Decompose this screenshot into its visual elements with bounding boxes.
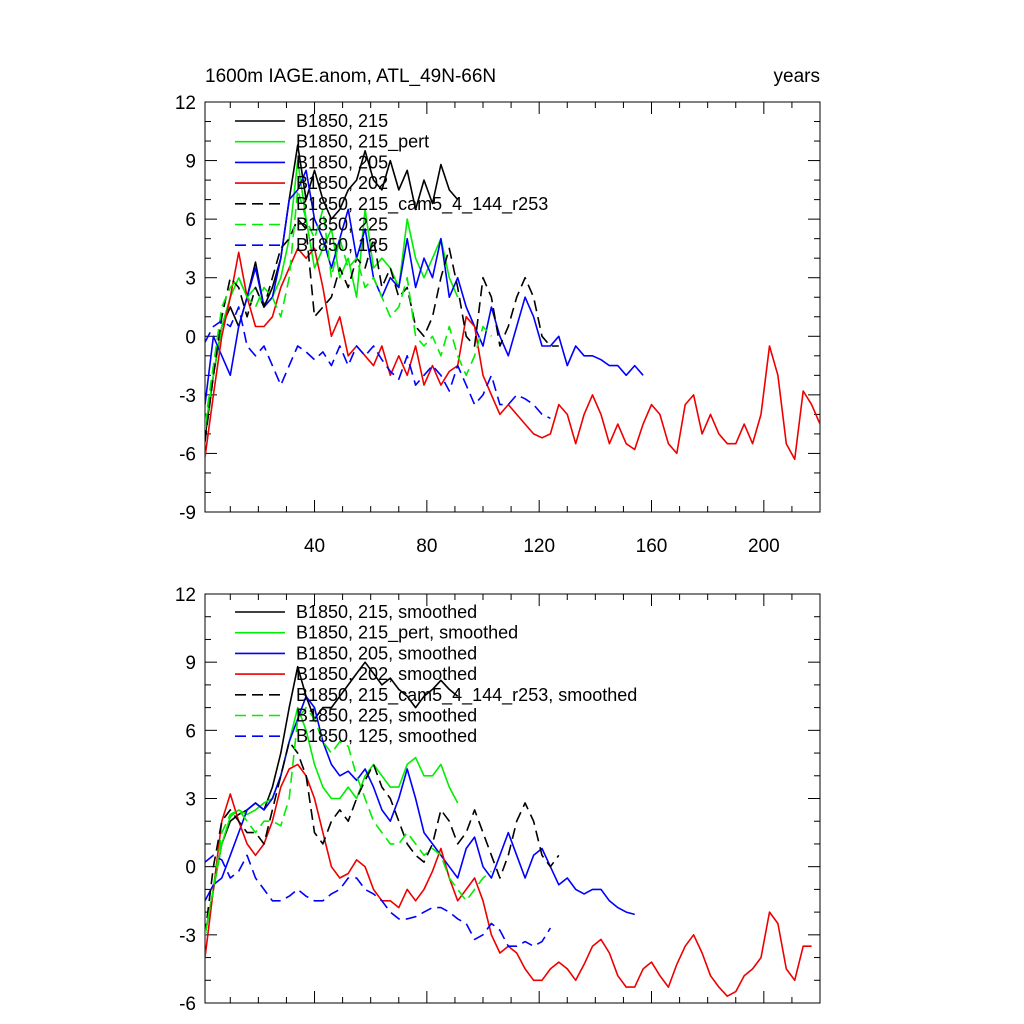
series-line-3 [205, 763, 812, 998]
legend-label: B1850, 125, smoothed [296, 726, 477, 746]
y-tick-label: -6 [179, 444, 196, 465]
series-line-6 [205, 306, 551, 420]
y-tick-label: 0 [185, 327, 196, 348]
y-tick-label: -3 [179, 926, 196, 947]
legend-label: B1850, 202, smoothed [296, 664, 477, 684]
y-tick-label: -3 [179, 386, 196, 407]
legend-label: B1850, 215_cam5_4_144_r253, smoothed [296, 685, 637, 706]
legend-label: B1850, 215_pert, smoothed [296, 623, 518, 644]
y-tick-label: 6 [185, 210, 196, 231]
legend-label: B1850, 215_cam5_4_144_r253 [296, 194, 548, 215]
series-line-3 [205, 247, 820, 461]
x-tick-label: 120 [523, 536, 555, 557]
legend-label: B1850, 215, smoothed [296, 602, 477, 622]
legend-label: B1850, 215 [296, 111, 388, 131]
series-line-2 [205, 695, 635, 916]
series-line-6 [205, 854, 552, 948]
legend-label: B1850, 205, smoothed [296, 643, 477, 663]
y-tick-label: 12 [175, 93, 196, 114]
chart-title: 1600m IAGE.anom, ATL_49N-66N [205, 66, 496, 87]
y-tick-label: -6 [179, 994, 196, 1015]
y-tick-label: 0 [185, 858, 196, 879]
y-tick-label: -9 [179, 503, 196, 524]
legend-label: B1850, 125 [296, 235, 388, 255]
y-tick-label: 3 [185, 269, 196, 290]
series-line-5 [205, 189, 493, 425]
plot-frame [204, 101, 821, 513]
series-line-4 [205, 218, 559, 442]
legend-label: B1850, 205 [296, 152, 388, 172]
series-line-4 [205, 740, 560, 935]
legend-label: B1850, 215_pert [296, 132, 429, 153]
y-tick-label: 6 [185, 721, 196, 742]
series-line-5 [205, 706, 492, 935]
x-tick-label: 40 [304, 536, 325, 557]
legend-label: B1850, 202 [296, 173, 388, 193]
series-line-2 [205, 169, 644, 405]
y-tick-label: 9 [185, 653, 196, 674]
x-tick-label: 200 [748, 536, 780, 557]
upper-chart-panel: -9 -6 -3 0 3 6 9 12 40 80 120 160 200 1600m IAGE.anom… [175, 66, 821, 557]
x-tick-label: 160 [636, 536, 668, 557]
series-line-1 [205, 706, 459, 935]
y-tick-label: 12 [175, 585, 196, 606]
y-tick-label: 3 [185, 790, 196, 811]
chart-right-title: years [774, 66, 820, 87]
legend-label: B1850, 225, smoothed [296, 706, 477, 726]
x-tick-label: 80 [416, 536, 437, 557]
legend-label: B1850, 225 [296, 215, 388, 235]
y-tick-label: 9 [185, 152, 196, 173]
